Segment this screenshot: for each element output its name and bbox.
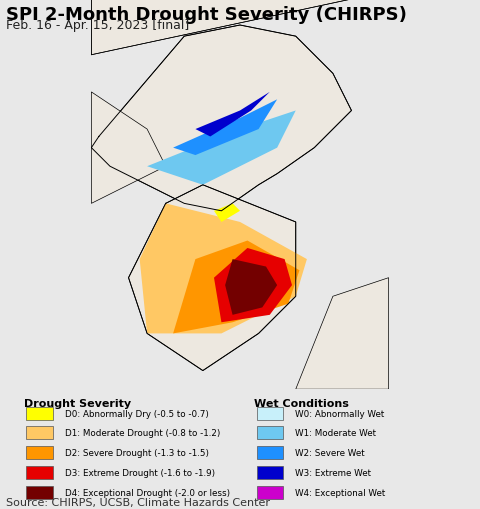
Polygon shape: [214, 204, 240, 222]
Text: Source: CHIRPS, UCSB, Climate Hazards Center: Source: CHIRPS, UCSB, Climate Hazards Ce…: [6, 497, 270, 507]
Bar: [257, 407, 283, 420]
Text: Feb. 16 - Apr. 15, 2023 [final]: Feb. 16 - Apr. 15, 2023 [final]: [6, 19, 189, 32]
Polygon shape: [91, 26, 351, 211]
Polygon shape: [214, 248, 292, 323]
Bar: [26, 486, 53, 499]
Polygon shape: [91, 0, 370, 55]
Bar: [26, 466, 53, 479]
Text: SPI 2-Month Drought Severity (CHIRPS): SPI 2-Month Drought Severity (CHIRPS): [6, 6, 407, 24]
Text: D2: Severe Drought (-1.3 to -1.5): D2: Severe Drought (-1.3 to -1.5): [65, 448, 209, 457]
Text: W3: Extreme Wet: W3: Extreme Wet: [295, 468, 371, 477]
Bar: [257, 486, 283, 499]
Text: Drought Severity: Drought Severity: [24, 398, 131, 408]
Text: D4: Exceptional Drought (-2.0 or less): D4: Exceptional Drought (-2.0 or less): [65, 488, 230, 497]
Text: W0: Abnormally Wet: W0: Abnormally Wet: [295, 409, 384, 418]
Bar: [257, 466, 283, 479]
Polygon shape: [173, 100, 277, 156]
Bar: [26, 407, 53, 420]
Bar: [257, 446, 283, 459]
Text: W1: Moderate Wet: W1: Moderate Wet: [295, 429, 376, 438]
Polygon shape: [147, 111, 296, 185]
Polygon shape: [129, 185, 296, 371]
Bar: [26, 446, 53, 459]
Text: D1: Moderate Drought (-0.8 to -1.2): D1: Moderate Drought (-0.8 to -1.2): [65, 429, 220, 438]
Text: W4: Exceptional Wet: W4: Exceptional Wet: [295, 488, 385, 497]
Polygon shape: [91, 93, 166, 204]
Polygon shape: [225, 260, 277, 315]
Text: W2: Severe Wet: W2: Severe Wet: [295, 448, 365, 457]
Bar: [26, 427, 53, 440]
Text: D0: Abnormally Dry (-0.5 to -0.7): D0: Abnormally Dry (-0.5 to -0.7): [65, 409, 209, 418]
Text: Wet Conditions: Wet Conditions: [254, 398, 349, 408]
Polygon shape: [173, 241, 300, 334]
Polygon shape: [140, 204, 307, 334]
Bar: [257, 427, 283, 440]
Text: D3: Extreme Drought (-1.6 to -1.9): D3: Extreme Drought (-1.6 to -1.9): [65, 468, 215, 477]
Polygon shape: [195, 93, 270, 137]
Polygon shape: [296, 278, 389, 389]
